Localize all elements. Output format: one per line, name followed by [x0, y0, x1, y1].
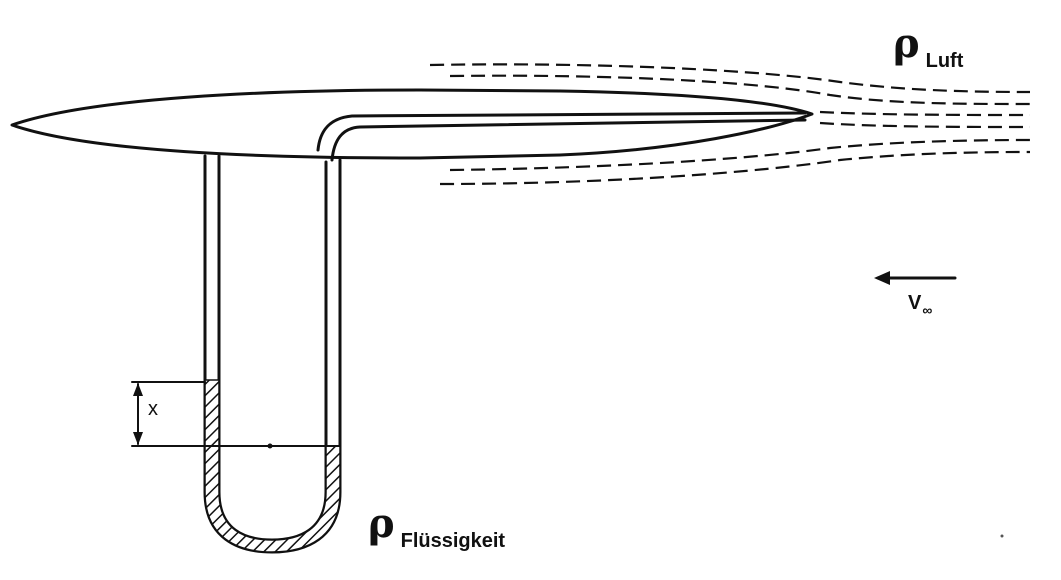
level-reference-dot — [267, 443, 273, 449]
rho-symbol-liquid: ρ — [368, 500, 395, 547]
speck — [1000, 534, 1004, 538]
streamline-3 — [819, 110, 1031, 117]
rho-symbol-air: ρ — [893, 20, 920, 67]
probe-body — [10, 88, 814, 160]
velocity-label: V∞ — [908, 292, 932, 318]
air-density-label: ρ Luft — [893, 20, 963, 73]
streamline-1 — [429, 63, 1031, 94]
streamline-6 — [439, 150, 1031, 186]
streamline-2 — [449, 74, 1031, 106]
total-pressure-channel-upper — [316, 111, 807, 152]
height-arrow-bottom — [133, 432, 143, 445]
velocity-symbol: V — [908, 292, 922, 314]
manometer-tube-outer — [203, 154, 342, 554]
velocity-arrow-head — [874, 271, 890, 285]
manometer-tube-inner — [217, 154, 328, 542]
manometer-liquid — [204, 379, 341, 553]
total-pressure-channel-lower — [330, 118, 807, 162]
streamline-5 — [449, 138, 1031, 172]
streamlines — [429, 63, 1031, 186]
height-arrow-top — [133, 383, 143, 396]
liquid-subscript: Flüssigkeit — [400, 530, 506, 552]
height-label: x — [148, 398, 158, 420]
liquid-density-label: ρ Flüssigkeit — [368, 500, 505, 553]
velocity-subscript: ∞ — [922, 302, 933, 318]
streamline-4 — [819, 121, 1031, 129]
air-subscript: Luft — [925, 50, 964, 72]
